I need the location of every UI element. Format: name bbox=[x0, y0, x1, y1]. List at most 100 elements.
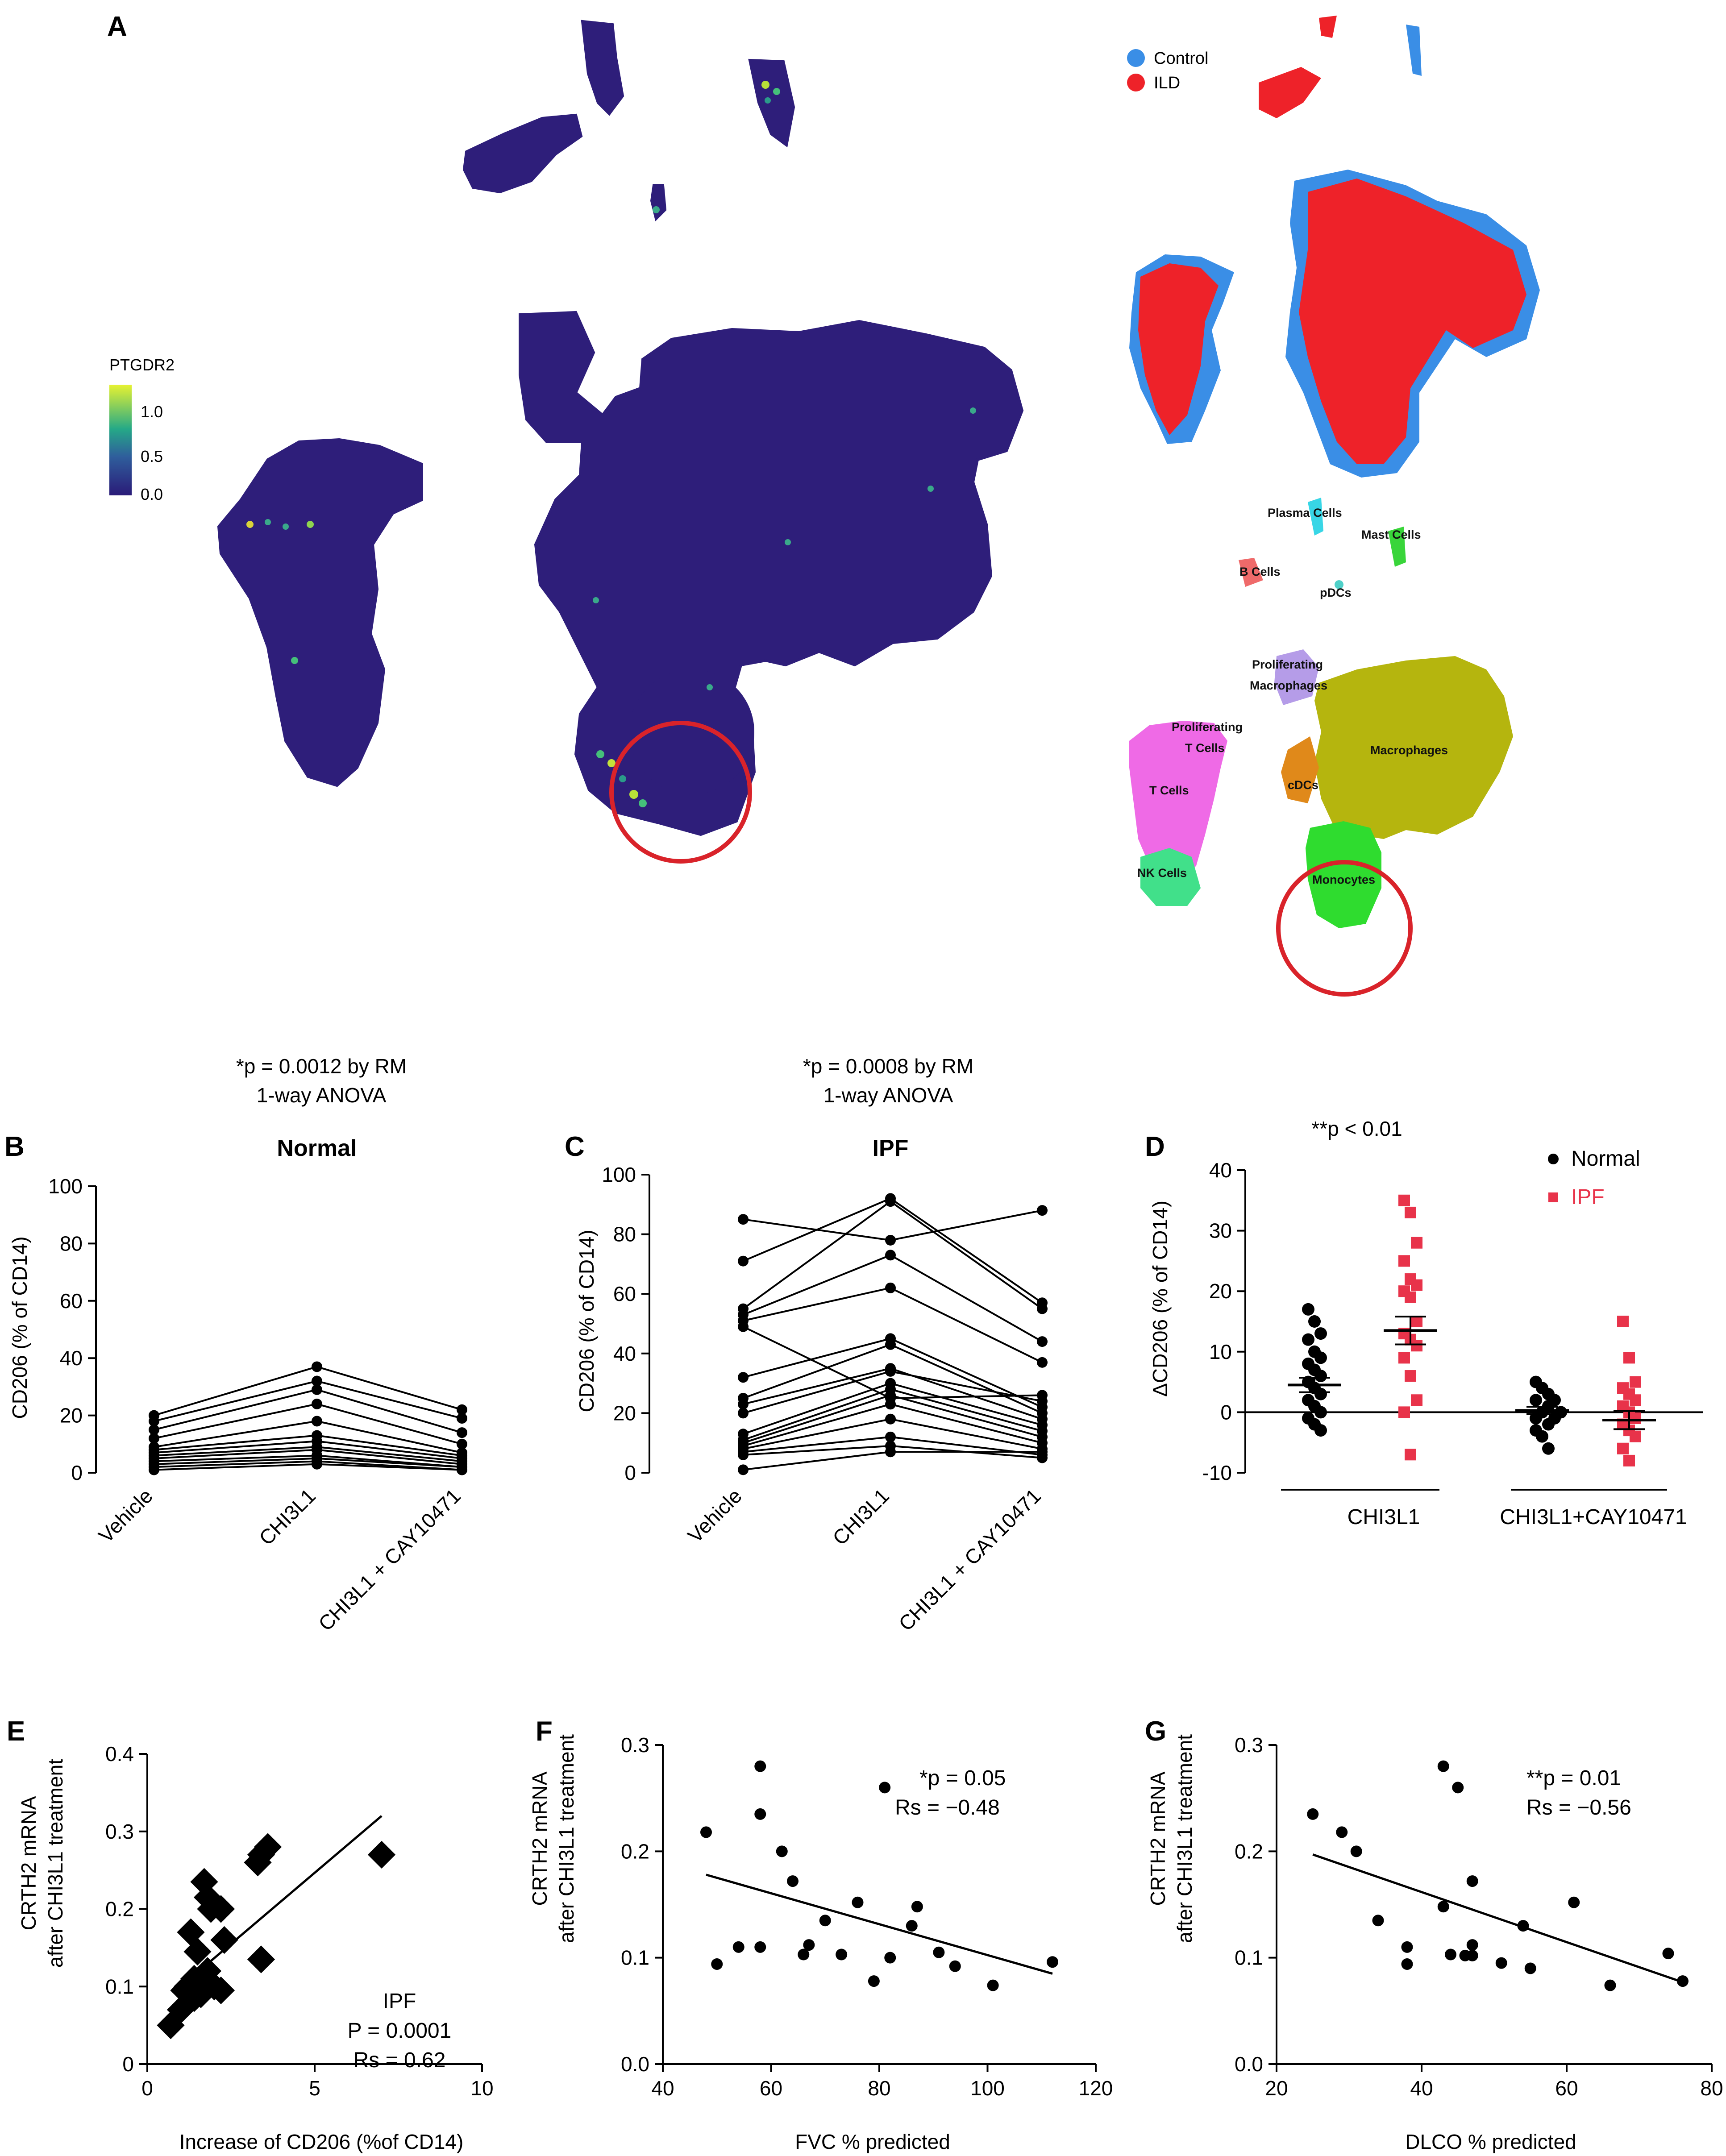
y-tick-label: 20 bbox=[613, 1401, 636, 1425]
panel-label-g: G bbox=[1145, 1716, 1166, 1747]
x-tick-label: 20 bbox=[1265, 2077, 1288, 2100]
x-tick-label: 100 bbox=[970, 2077, 1005, 2100]
y-tick-label: 0.4 bbox=[105, 1742, 134, 1766]
data-point bbox=[149, 1464, 159, 1475]
x-tick-label: CHI3L1 bbox=[254, 1484, 320, 1549]
panel-a: A PTGDR2 1.0 0.5 0.0 bbox=[107, 11, 1540, 997]
umap-cluster-top-left bbox=[462, 113, 583, 194]
data-point bbox=[738, 1255, 749, 1267]
data-point bbox=[1314, 1370, 1327, 1383]
panel-c: C *p = 0.0008 by RM 1-way ANOVA IPF CD20… bbox=[565, 1055, 1048, 1635]
y-tick-label: 0 bbox=[624, 1461, 636, 1484]
x-tick-label: 10 bbox=[470, 2077, 493, 2100]
data-point bbox=[457, 1427, 467, 1438]
data-point bbox=[803, 1939, 815, 1951]
data-point bbox=[1466, 1939, 1478, 1951]
data-point bbox=[738, 1408, 749, 1419]
data-point bbox=[1604, 1979, 1616, 1991]
highlight-circle-right bbox=[1276, 860, 1413, 997]
umap-disease: Control ILD bbox=[1127, 16, 1540, 478]
data-point bbox=[885, 1399, 896, 1410]
legend-marker-ipf bbox=[1548, 1192, 1558, 1202]
data-point bbox=[1314, 1351, 1327, 1364]
data-point bbox=[149, 1416, 159, 1427]
data-point bbox=[885, 1390, 896, 1401]
data-point bbox=[1466, 1949, 1478, 1961]
data-point bbox=[1437, 1901, 1449, 1913]
data-point bbox=[1411, 1316, 1422, 1327]
data-point bbox=[1037, 1303, 1048, 1314]
data-point bbox=[1037, 1396, 1048, 1407]
data-point bbox=[457, 1438, 467, 1450]
data-point bbox=[312, 1384, 322, 1395]
x-tick-label: CHI3L1 bbox=[828, 1484, 894, 1549]
data-point bbox=[312, 1398, 322, 1409]
x-tick-label: 0 bbox=[141, 2077, 153, 2100]
plasma-cells-cluster bbox=[1308, 498, 1323, 536]
y-tick-label: 40 bbox=[613, 1342, 636, 1365]
data-point bbox=[868, 1975, 880, 1987]
group-label: CHI3L1 bbox=[1348, 1505, 1420, 1529]
data-point bbox=[1630, 1376, 1641, 1388]
data-point bbox=[738, 1214, 749, 1225]
data-point bbox=[1530, 1394, 1542, 1407]
data-point bbox=[1398, 1194, 1410, 1206]
data-point bbox=[885, 1431, 896, 1442]
panel-e: E CRTH2 mRNA after CHI3L1 treatment Incr… bbox=[7, 1716, 494, 2153]
cluster-label: NK Cells bbox=[1137, 866, 1187, 880]
data-point bbox=[884, 1952, 896, 1964]
y-tick-label: 0.2 bbox=[105, 1898, 134, 1921]
data-point bbox=[836, 1948, 848, 1961]
y-axis-label: after CHI3L1 treatment bbox=[44, 1759, 67, 1968]
data-point bbox=[885, 1250, 896, 1261]
panel-label-c: C bbox=[565, 1131, 585, 1162]
regression-line bbox=[180, 1815, 383, 1988]
data-point bbox=[852, 1896, 864, 1908]
cluster-label: T Cells bbox=[1185, 741, 1225, 755]
data-point bbox=[1630, 1394, 1641, 1406]
x-tick-label: 60 bbox=[760, 2077, 782, 2100]
umap-cluster-left bbox=[217, 438, 423, 787]
data-point bbox=[1037, 1205, 1048, 1216]
data-point bbox=[149, 1424, 159, 1435]
tcells-cluster bbox=[1129, 721, 1227, 884]
data-point bbox=[1314, 1387, 1327, 1400]
panel-f: F CRTH2 mRNA after CHI3L1 treatment FVC … bbox=[528, 1716, 1113, 2153]
umap-ptgdr2 bbox=[217, 20, 1024, 836]
colorbar-tick: 1.0 bbox=[141, 403, 163, 421]
data-point bbox=[1517, 1920, 1529, 1932]
y-tick-label: 0.0 bbox=[621, 2052, 649, 2076]
umap-celltypes: Plasma Cells Mast Cells B Cells pDCs Pro… bbox=[1129, 498, 1513, 997]
y-axis-label: CD206 (% of CD14) bbox=[575, 1230, 598, 1412]
data-point bbox=[738, 1399, 749, 1410]
y-tick-label: 0.3 bbox=[1235, 1733, 1263, 1757]
data-point bbox=[949, 1960, 961, 1972]
x-tick-label: 40 bbox=[651, 2077, 674, 2100]
umap-cluster-top bbox=[581, 20, 624, 116]
y-tick-label: -10 bbox=[1202, 1461, 1232, 1484]
data-point bbox=[1542, 1442, 1555, 1455]
x-axis-label: DLCO % predicted bbox=[1405, 2130, 1576, 2153]
stats-line: **p = 0.01 bbox=[1526, 1766, 1621, 1790]
y-tick-label: 100 bbox=[602, 1163, 636, 1186]
data-point bbox=[1677, 1975, 1689, 1987]
umap-ild-cluster bbox=[1259, 67, 1321, 118]
y-tick-label: 80 bbox=[60, 1232, 83, 1255]
x-tick-label: Vehicle bbox=[683, 1484, 746, 1547]
cluster-label: Macrophages bbox=[1250, 679, 1327, 692]
data-point bbox=[1411, 1279, 1422, 1291]
umap-cluster-dot bbox=[650, 184, 667, 221]
data-point bbox=[312, 1361, 322, 1372]
data-point bbox=[312, 1416, 322, 1427]
group-label: CHI3L1+CAY10471 bbox=[1500, 1505, 1687, 1529]
data-point bbox=[754, 1808, 766, 1820]
data-point bbox=[149, 1433, 159, 1444]
data-point bbox=[1302, 1333, 1314, 1346]
y-tick-label: 0.3 bbox=[621, 1733, 649, 1757]
data-point bbox=[210, 1926, 238, 1954]
nk-cluster bbox=[1140, 848, 1201, 906]
x-tick-label: 60 bbox=[1555, 2077, 1578, 2100]
data-point bbox=[738, 1449, 749, 1460]
colorbar-tick: 0.0 bbox=[141, 485, 163, 503]
